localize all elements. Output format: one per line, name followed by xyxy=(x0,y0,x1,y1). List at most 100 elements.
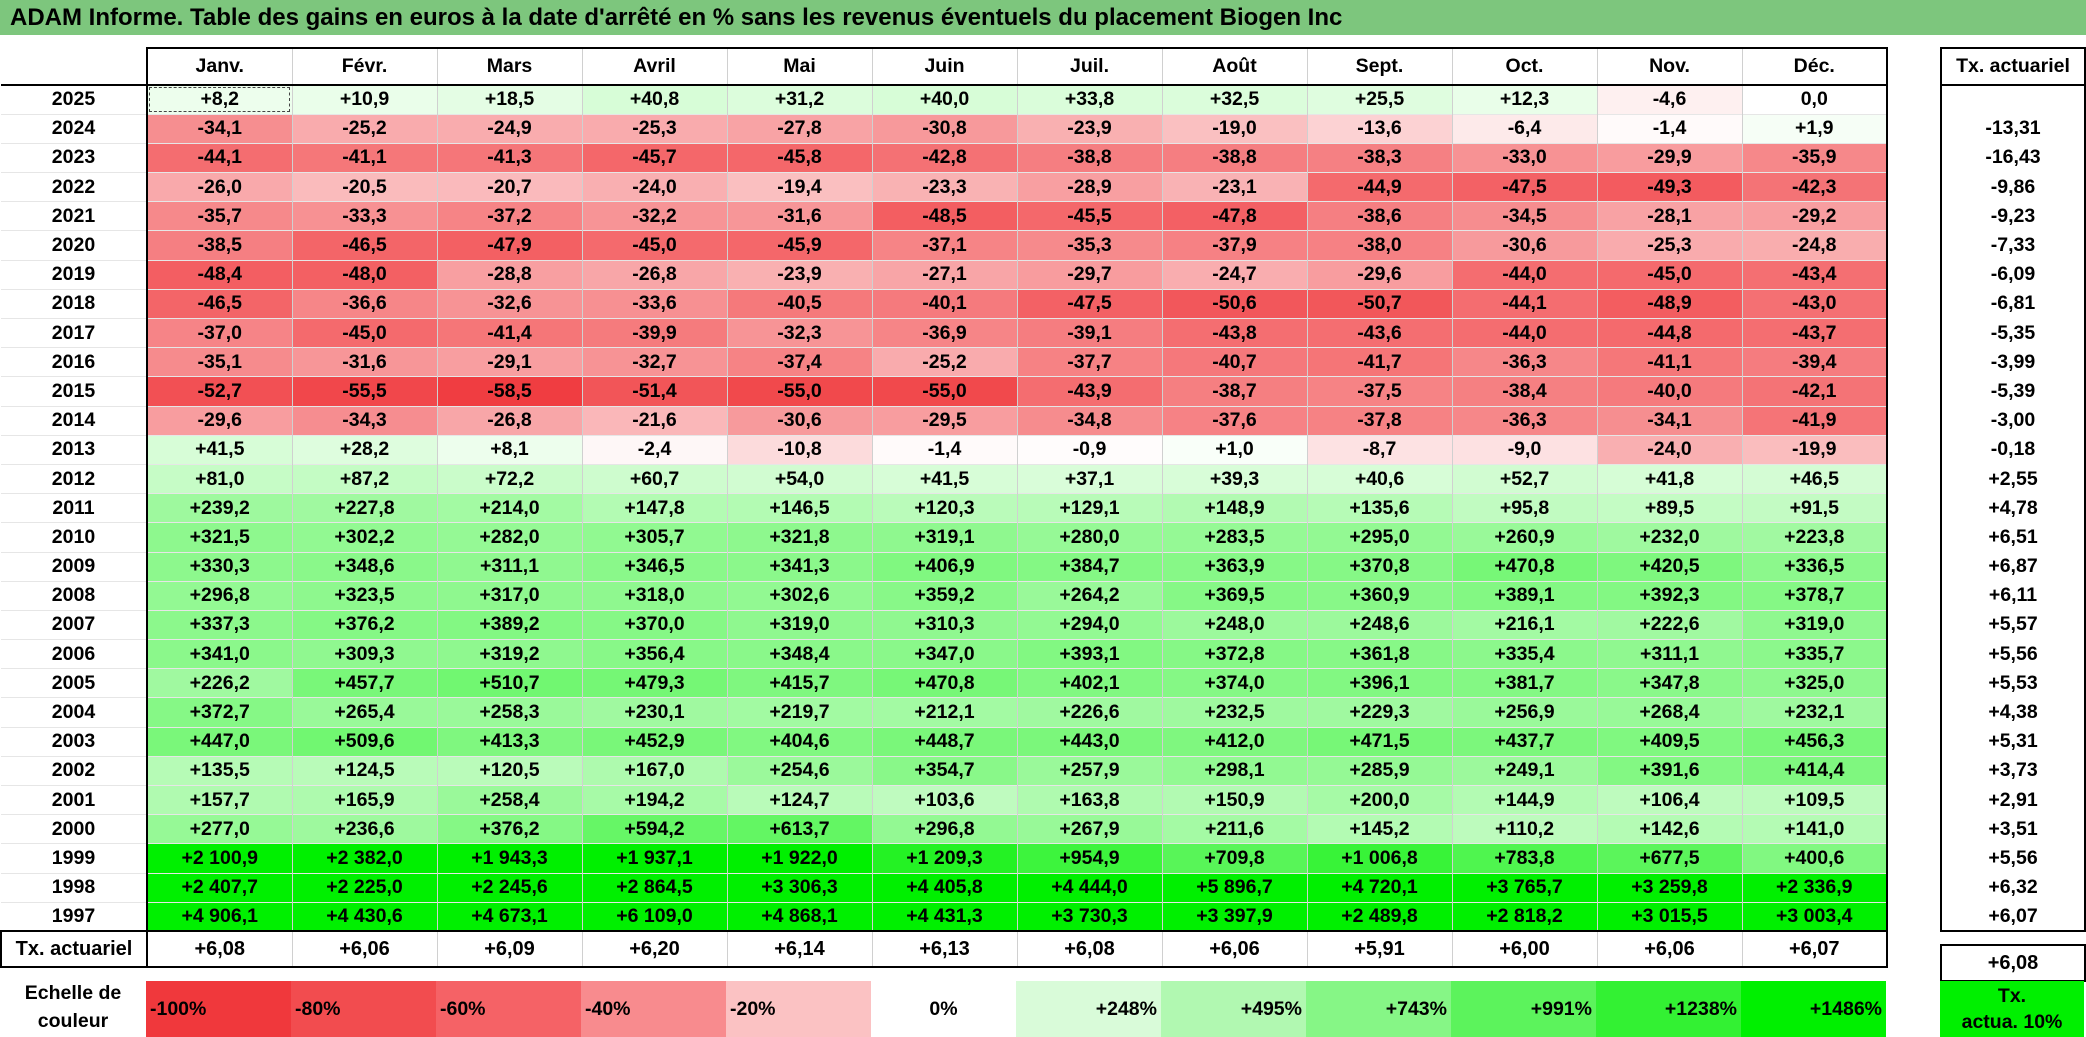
gain-cell[interactable]: -34,1 xyxy=(1596,405,1743,436)
gain-cell[interactable]: +321,8 xyxy=(726,522,873,552)
rate-summary-cell[interactable]: +6,13 xyxy=(871,930,1018,969)
gain-cell[interactable]: +414,4 xyxy=(1741,755,1888,786)
rate-cell[interactable]: +4,38 xyxy=(1940,697,2086,728)
gain-cell[interactable]: +167,0 xyxy=(581,755,728,786)
gain-cell[interactable]: +359,2 xyxy=(871,580,1018,611)
gain-cell[interactable]: +41,8 xyxy=(1596,463,1743,494)
gain-cell[interactable]: -36,6 xyxy=(291,288,438,319)
rate-cell[interactable]: -5,35 xyxy=(1940,318,2086,348)
rate-cell[interactable]: +6,51 xyxy=(1940,522,2086,552)
gain-cell[interactable]: +4 720,1 xyxy=(1306,872,1453,903)
gain-cell[interactable]: -1,4 xyxy=(1596,113,1743,144)
gain-cell[interactable]: -43,8 xyxy=(1161,317,1308,348)
gain-cell[interactable]: +372,8 xyxy=(1161,639,1308,669)
gain-cell[interactable]: -47,9 xyxy=(436,230,583,261)
gain-cell[interactable]: +470,8 xyxy=(871,668,1018,698)
rate-summary-cell[interactable]: +6,06 xyxy=(291,930,438,969)
gain-cell[interactable]: +347,8 xyxy=(1596,668,1743,698)
gain-cell[interactable]: -42,3 xyxy=(1741,172,1888,202)
gain-cell[interactable]: +40,0 xyxy=(871,84,1018,115)
gain-cell[interactable]: +283,5 xyxy=(1161,522,1308,552)
gain-cell[interactable]: -48,9 xyxy=(1596,288,1743,319)
gain-cell[interactable]: +280,0 xyxy=(1016,522,1163,552)
gain-cell[interactable]: -0,9 xyxy=(1016,434,1163,465)
gain-cell[interactable]: +141,0 xyxy=(1741,814,1888,844)
gain-cell[interactable]: +412,0 xyxy=(1161,726,1308,757)
gain-cell[interactable]: -36,9 xyxy=(871,317,1018,348)
gain-cell[interactable]: +256,9 xyxy=(1451,697,1598,728)
gain-cell[interactable]: +319,0 xyxy=(1741,609,1888,640)
gain-cell[interactable]: +709,8 xyxy=(1161,843,1308,874)
gain-cell[interactable]: -30,8 xyxy=(871,113,1018,144)
gain-cell[interactable]: -32,6 xyxy=(436,288,583,319)
gain-cell[interactable]: +2 336,9 xyxy=(1741,872,1888,903)
gain-cell[interactable]: +783,8 xyxy=(1451,843,1598,874)
rate-cell[interactable]: -9,86 xyxy=(1940,172,2086,202)
gain-cell[interactable]: -19,9 xyxy=(1741,434,1888,465)
gain-cell[interactable]: -55,0 xyxy=(871,376,1018,407)
gain-cell[interactable]: -37,1 xyxy=(871,230,1018,261)
gain-cell[interactable]: +95,8 xyxy=(1451,493,1598,523)
gain-cell[interactable]: +226,6 xyxy=(1016,697,1163,728)
gain-cell[interactable]: -24,7 xyxy=(1161,259,1308,290)
gain-cell[interactable]: +302,2 xyxy=(291,522,438,552)
gain-cell[interactable]: +226,2 xyxy=(146,668,293,698)
gain-cell[interactable]: -28,8 xyxy=(436,259,583,290)
gain-cell[interactable]: -45,0 xyxy=(581,230,728,261)
gain-cell[interactable]: -50,7 xyxy=(1306,288,1453,319)
gain-cell[interactable]: +212,1 xyxy=(871,697,1018,728)
gain-cell[interactable]: +157,7 xyxy=(146,784,293,815)
gain-cell[interactable]: -41,3 xyxy=(436,142,583,173)
rate-summary-cell[interactable]: +6,06 xyxy=(1596,930,1743,969)
gain-cell[interactable]: +437,7 xyxy=(1451,726,1598,757)
gain-cell[interactable]: -43,7 xyxy=(1741,317,1888,348)
gain-cell[interactable]: +37,1 xyxy=(1016,463,1163,494)
gain-cell[interactable]: -55,5 xyxy=(291,376,438,407)
rate-summary-cell[interactable]: +6,20 xyxy=(581,930,728,969)
gain-cell[interactable]: +393,1 xyxy=(1016,639,1163,669)
gain-cell[interactable]: -41,9 xyxy=(1741,405,1888,436)
gain-cell[interactable]: +396,1 xyxy=(1306,668,1453,698)
gain-cell[interactable]: -26,0 xyxy=(146,172,293,202)
gain-cell[interactable]: +230,1 xyxy=(581,697,728,728)
gain-cell[interactable]: +1 937,1 xyxy=(581,843,728,874)
gain-cell[interactable]: +413,3 xyxy=(436,726,583,757)
gain-cell[interactable]: -13,6 xyxy=(1306,113,1453,144)
gain-cell[interactable]: -28,9 xyxy=(1016,172,1163,202)
gain-cell[interactable]: -2,4 xyxy=(581,434,728,465)
gain-cell[interactable]: +222,6 xyxy=(1596,609,1743,640)
gain-cell[interactable]: -45,0 xyxy=(1596,259,1743,290)
gain-cell[interactable]: -44,9 xyxy=(1306,172,1453,202)
gain-cell[interactable]: -43,0 xyxy=(1741,288,1888,319)
gain-cell[interactable]: -38,8 xyxy=(1016,142,1163,173)
gain-cell[interactable]: -37,4 xyxy=(726,347,873,377)
gain-cell[interactable]: +3 730,3 xyxy=(1016,901,1163,933)
rate-summary-cell[interactable]: +6,09 xyxy=(436,930,583,969)
gain-cell[interactable]: +268,4 xyxy=(1596,697,1743,728)
gain-cell[interactable]: -9,0 xyxy=(1451,434,1598,465)
gain-cell[interactable]: +254,6 xyxy=(726,755,873,786)
gain-cell[interactable]: -4,6 xyxy=(1596,84,1743,115)
gain-cell[interactable]: +3 259,8 xyxy=(1596,872,1743,903)
gain-cell[interactable]: -50,6 xyxy=(1161,288,1308,319)
gain-cell[interactable]: +3 003,4 xyxy=(1741,901,1888,933)
gain-cell[interactable]: +510,7 xyxy=(436,668,583,698)
gain-cell[interactable]: -19,4 xyxy=(726,172,873,202)
gain-cell[interactable]: -32,7 xyxy=(581,347,728,377)
gain-cell[interactable]: -40,1 xyxy=(871,288,1018,319)
gain-cell[interactable]: -37,5 xyxy=(1306,376,1453,407)
gain-cell[interactable]: +41,5 xyxy=(871,463,1018,494)
gain-cell[interactable]: -20,7 xyxy=(436,172,583,202)
gain-cell[interactable]: -25,2 xyxy=(871,347,1018,377)
gain-cell[interactable]: -19,0 xyxy=(1161,113,1308,144)
gain-cell[interactable]: +415,7 xyxy=(726,668,873,698)
gain-cell[interactable]: +4 405,8 xyxy=(871,872,1018,903)
gain-cell[interactable]: +356,4 xyxy=(581,639,728,669)
gain-cell[interactable]: +248,6 xyxy=(1306,609,1453,640)
gain-cell[interactable]: -41,1 xyxy=(1596,347,1743,377)
gain-cell[interactable]: -27,8 xyxy=(726,113,873,144)
gain-cell[interactable]: +4 431,3 xyxy=(871,901,1018,933)
gain-cell[interactable]: +325,0 xyxy=(1741,668,1888,698)
gain-cell[interactable]: +319,0 xyxy=(726,609,873,640)
gain-cell[interactable]: -29,6 xyxy=(146,405,293,436)
